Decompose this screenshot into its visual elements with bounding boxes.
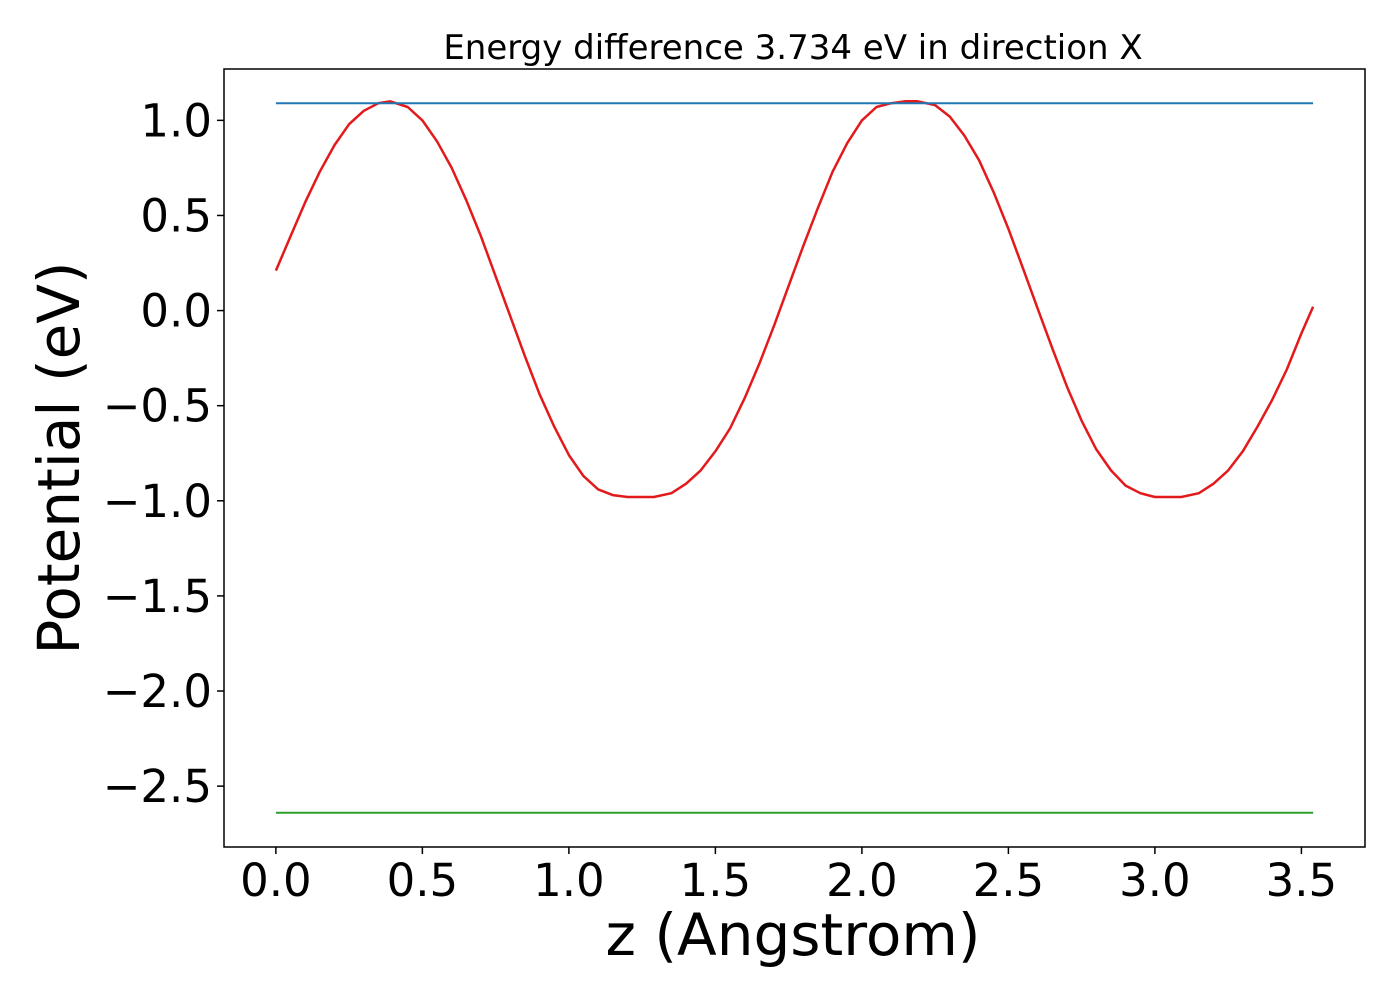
y-axis-label: Potential (eV): [25, 261, 93, 654]
y-tick-label: 0.0: [140, 285, 212, 338]
y-tick-label: −0.5: [103, 380, 212, 433]
x-tick-label: 0.0: [240, 854, 312, 907]
plot-marks: [274, 100, 1315, 814]
x-axis-label: z (Angstrom): [606, 901, 981, 969]
y-tick-label: 1.0: [140, 94, 212, 147]
x-tick-label: 2.5: [973, 854, 1045, 907]
y-axis-ticks: 1.0 0.5 0.0 −0.5 −1.0 −1.5 −2.0 −2.5: [103, 94, 224, 813]
plot-frame: [223, 68, 1366, 848]
series-line-1: [274, 100, 1315, 499]
y-tick-label: −2.0: [103, 665, 212, 718]
x-tick-label: 3.0: [1119, 854, 1191, 907]
x-tick-label: 1.0: [533, 854, 605, 907]
y-tick-label: 0.5: [140, 189, 212, 242]
y-tick-label: −1.5: [103, 570, 212, 623]
y-tick-label: −1.0: [103, 475, 212, 528]
chart-title: Energy difference 3.734 eV in direction …: [443, 28, 1142, 68]
x-tick-label: 2.0: [826, 854, 898, 907]
x-tick-label: 0.5: [387, 854, 459, 907]
y-tick-label: −2.5: [103, 760, 212, 813]
x-tick-label: 1.5: [680, 854, 752, 907]
x-tick-label: 3.5: [1266, 854, 1338, 907]
x-axis-ticks: 0.0 0.5 1.0 1.5 2.0 2.5 3.0 3.5: [240, 847, 1337, 907]
